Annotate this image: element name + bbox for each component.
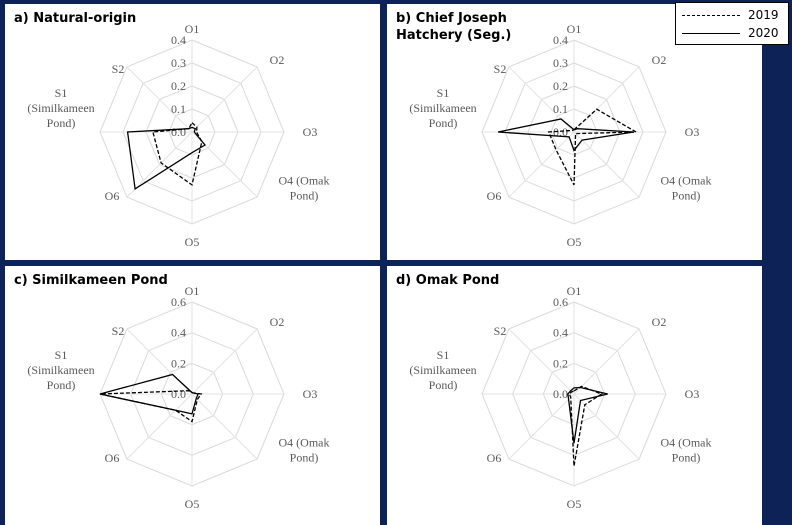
axis-label-7: S2: [112, 62, 125, 76]
axis-label-1: O2: [270, 53, 285, 67]
axis-spoke: [573, 328, 640, 395]
tick-label: 0.1: [171, 102, 186, 116]
axis-label-5: O6: [105, 451, 120, 465]
axis-label-5: O6: [105, 189, 120, 203]
panel-title: b) Chief Joseph Hatchery (Seg.): [396, 11, 512, 43]
legend-item-2019: 2019: [682, 7, 786, 23]
axis-label-0: O1: [567, 284, 582, 298]
tick-label: 0.2: [553, 79, 568, 93]
series-2019: [547, 108, 639, 186]
axis-label-4: O5: [185, 497, 200, 511]
tick-label: 0.4: [171, 326, 186, 340]
axis-spoke: [191, 328, 258, 395]
panel-title: c) Similkameen Pond: [14, 273, 168, 288]
axis-label-2: O3: [303, 125, 318, 139]
tick-label: 0.4: [553, 326, 568, 340]
axis-spoke: [191, 393, 258, 460]
axis-spoke: [508, 328, 575, 395]
axis-label-6: S1 (Similkameen Pond): [409, 348, 476, 392]
axis-spoke: [508, 131, 575, 198]
axis-spoke: [573, 66, 640, 133]
axis-spoke: [191, 66, 258, 133]
legend-item-2020: 2020: [682, 25, 786, 41]
legend-label: 2019: [748, 8, 779, 22]
tick-label: 0.4: [553, 33, 568, 47]
tick-label: 0.0: [171, 387, 186, 401]
chart-legend: 2019 2020: [675, 2, 789, 45]
radar-panel-omak-pond: d) Omak Pond 0.0 0.2 0.4 0.6 O1 O2 O3 O4 (Omak P…: [387, 266, 762, 525]
panel-title: d) Omak Pond: [396, 273, 500, 288]
series-2020: [99, 373, 200, 415]
tick-label: 0.6: [553, 295, 568, 309]
radar-chart-omak-pond: 0.0 0.2 0.4 0.6O1 O2 O3 O4 (Omak Pond) O5 O6 S1 (Si…: [409, 284, 712, 511]
axis-label-1: O2: [270, 315, 285, 329]
tick-label: 0.4: [171, 33, 186, 47]
axis-spoke: [508, 393, 575, 460]
axis-label-2: O3: [303, 387, 318, 401]
axis-spoke: [573, 131, 640, 198]
tick-label: 0.3: [553, 56, 568, 70]
axis-label-0: O1: [185, 22, 200, 36]
radar-panel-similkameen-pond: c) Similkameen Pond 0.0 0.2 0.4 0.6 O1 O2 O3 O4…: [5, 266, 380, 525]
tick-label: 0.6: [171, 295, 186, 309]
radar-chart-natural-origin: 0.0 0.1 0.2 0.3 0.4O1 O2 O3 O4 (Omak Pond) O5 O6 S1…: [27, 22, 330, 249]
series-2019: [152, 121, 203, 186]
axis-spoke: [573, 393, 640, 460]
axis-label-7: S2: [494, 62, 507, 76]
axis-spoke: [126, 66, 193, 133]
axis-label-7: S2: [112, 324, 125, 338]
series-2020: [126, 126, 206, 190]
axis-label-6: S1 (Similkameen Pond): [27, 86, 94, 130]
axis-label-0: O1: [185, 284, 200, 298]
axis-spoke: [126, 131, 193, 198]
legend-swatch-solid: [682, 33, 740, 34]
axis-label-5: O6: [487, 189, 502, 203]
series-2020: [567, 386, 608, 444]
radar-chart-similkameen-pond: 0.0 0.2 0.4 0.6O1 O2 O3 O4 (Omak Pond) O5 O6 S1 (Si…: [27, 284, 330, 511]
axis-label-4: O5: [567, 235, 582, 249]
radar-panel-chief-joseph-hatchery: b) Chief Joseph Hatchery (Seg.) 0.0 0.1 0.…: [387, 4, 762, 260]
axis-label-0: O1: [567, 22, 582, 36]
legend-swatch-dashed: [682, 15, 740, 16]
axis-label-2: O3: [685, 387, 700, 401]
radar-panel-natural-origin: a) Natural-origin 0.0 0.1 0.2 0.3 0.4 O1 O2 O3 O…: [5, 4, 380, 260]
axis-label-2: O3: [685, 125, 700, 139]
tick-label: 0.2: [171, 79, 186, 93]
axis-label-3: O4 (Omak Pond): [279, 174, 330, 203]
axis-label-4: O5: [185, 235, 200, 249]
tick-label: 0.0: [171, 125, 186, 139]
tick-label: 0.3: [171, 56, 186, 70]
axis-label-6: S1 (Similkameen Pond): [27, 348, 94, 392]
tick-label: 0.1: [553, 102, 568, 116]
axis-spoke: [126, 393, 193, 460]
series-2019: [99, 390, 203, 423]
axis-label-4: O5: [567, 497, 582, 511]
axis-label-3: O4 (Omak Pond): [279, 436, 330, 465]
axis-label-1: O2: [652, 315, 667, 329]
axis-label-1: O2: [652, 53, 667, 67]
tick-label: 0.2: [553, 356, 568, 370]
axis-label-3: O4 (Omak Pond): [661, 436, 712, 465]
tick-label: 0.2: [171, 356, 186, 370]
axis-label-3: O4 (Omak Pond): [661, 174, 712, 203]
legend-label: 2020: [748, 26, 779, 40]
panel-title: a) Natural-origin: [14, 11, 137, 26]
axis-label-5: O6: [487, 451, 502, 465]
axis-label-6: S1 (Similkameen Pond): [409, 86, 476, 130]
series-2020: [497, 118, 634, 152]
axis-label-7: S2: [494, 324, 507, 338]
tick-label: 0.0: [553, 387, 568, 401]
